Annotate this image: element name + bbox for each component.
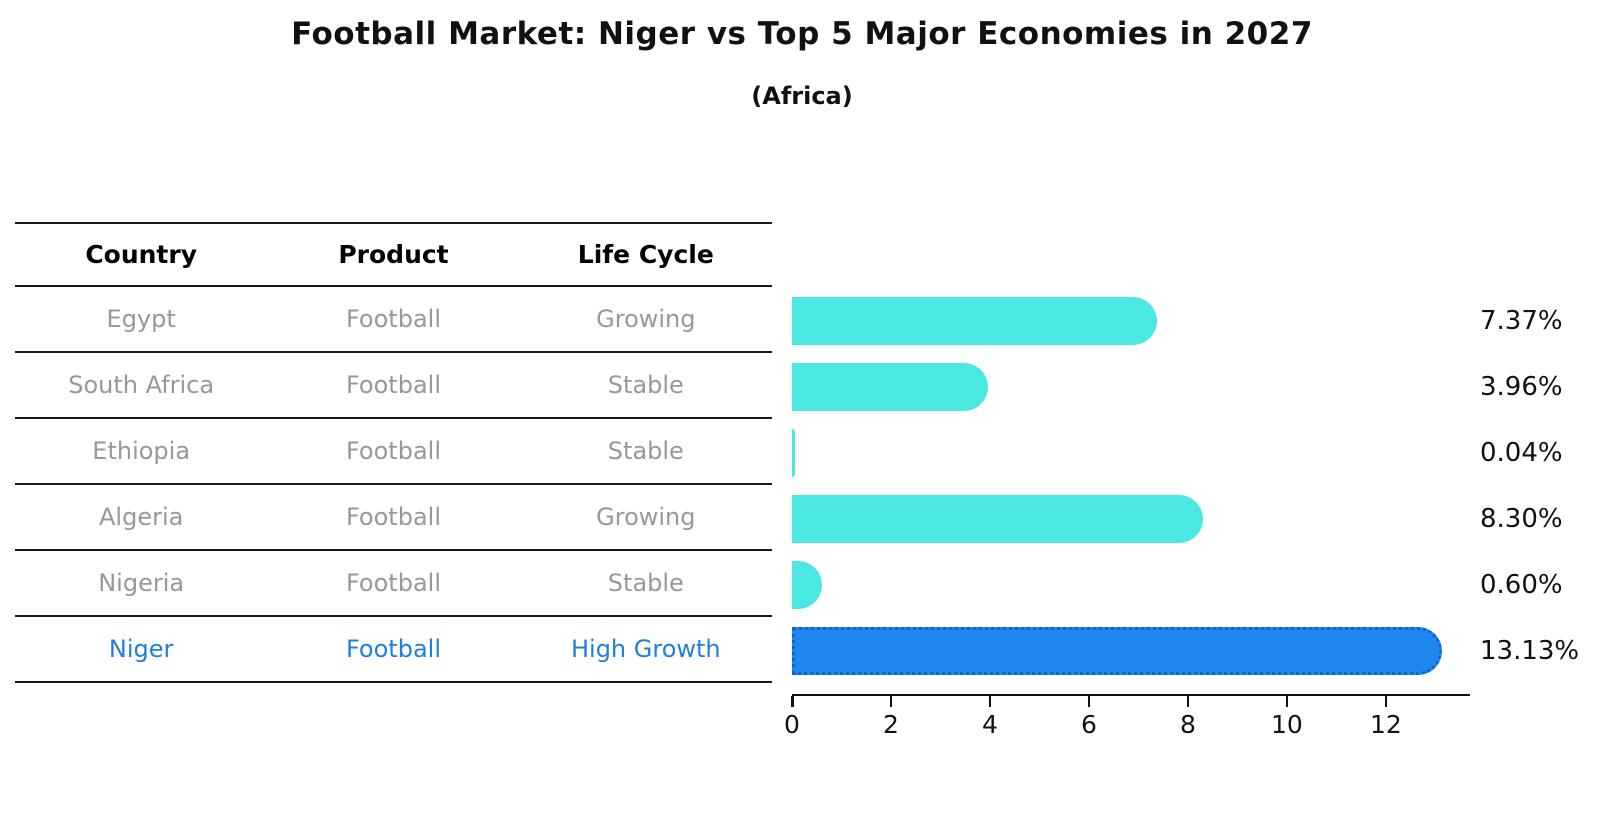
table-row: South Africa Football Stable <box>15 353 772 419</box>
x-tick-label: 6 <box>1080 710 1097 739</box>
table-cell-country: Niger <box>108 635 174 663</box>
table-cell-product: Football <box>345 635 441 663</box>
table-cell-life-cycle: Growing <box>596 305 696 333</box>
bar-value-label: 13.13% <box>1480 636 1580 666</box>
bar-niger-highlighted <box>792 627 1442 675</box>
country-table: Country Product Life Cycle Egypt Football… <box>15 222 772 683</box>
x-tick-label: 4 <box>982 710 998 739</box>
bar-value-label: 0.60% <box>1480 570 1563 600</box>
table-cell-country: Algeria <box>99 503 184 531</box>
bar-value-label: 3.96% <box>1480 372 1563 402</box>
column-header-product: Product <box>338 240 449 269</box>
bar-value-label: 7.37% <box>1480 306 1563 336</box>
bar-value-label: 0.04% <box>1480 438 1563 468</box>
table-cell-product: Football <box>345 305 441 333</box>
table-cell-product: Football <box>345 371 441 399</box>
bar-value-label: 8.30% <box>1480 504 1563 534</box>
x-tick-mark <box>791 696 794 707</box>
value-label-column: 7.37% 3.96% 0.04% 8.30% 0.60% 13.13% <box>1480 288 1600 684</box>
table-cell-country: Ethiopia <box>92 437 191 465</box>
bar-south-africa <box>792 363 988 411</box>
table-cell-country: South Africa <box>68 371 215 399</box>
bar-nigeria <box>792 561 822 609</box>
x-tick-label: 10 <box>1270 710 1303 739</box>
table-cell-product: Football <box>345 437 441 465</box>
bar-row <box>792 288 1470 354</box>
table-row: Niger Football High Growth <box>15 617 772 683</box>
x-tick-mark <box>1087 696 1091 707</box>
bar-row <box>792 486 1470 552</box>
table-cell-life-cycle: Growing <box>596 503 696 531</box>
bar-row <box>792 420 1470 486</box>
x-tick-mark <box>889 696 893 707</box>
table-cell-life-cycle: Stable <box>607 569 684 597</box>
x-tick-label: 0 <box>784 710 800 739</box>
bar-algeria <box>792 495 1203 543</box>
table-row: Egypt Football Growing <box>15 287 772 353</box>
column-header-country: Country <box>85 240 198 269</box>
column-header-life-cycle: Life Cycle <box>577 240 714 269</box>
table-cell-life-cycle: Stable <box>607 437 684 465</box>
table-row: Algeria Football Growing <box>15 485 772 551</box>
table-body: Egypt Football Growing South Africa Football… <box>15 287 772 683</box>
table-header-row: Country Product Life Cycle <box>15 222 772 287</box>
x-tick-label: 8 <box>1179 710 1196 739</box>
bar-plot-area <box>792 288 1470 684</box>
x-tick-label: 12 <box>1369 710 1402 739</box>
table-row: Nigeria Football Stable <box>15 551 772 617</box>
table-cell-life-cycle: High Growth <box>570 635 721 663</box>
table-cell-life-cycle: Stable <box>607 371 684 399</box>
bar-row <box>792 354 1470 420</box>
bar-row <box>792 552 1470 618</box>
x-tick-mark <box>1186 696 1190 707</box>
table-cell-product: Football <box>345 569 441 597</box>
x-tick-mark <box>988 696 992 707</box>
table-row: Ethiopia Football Stable <box>15 419 772 485</box>
table-cell-country: Egypt <box>106 305 176 333</box>
bar-ethiopia <box>792 429 795 477</box>
x-tick-mark <box>1285 696 1289 707</box>
chart-subtitle: (Africa) <box>751 82 853 110</box>
x-tick-label: 2 <box>883 710 899 739</box>
bar-egypt <box>792 297 1157 345</box>
table-cell-product: Football <box>345 503 441 531</box>
chart-title: Football Market: Niger vs Top 5 Major Ec… <box>291 16 1313 52</box>
bar-row <box>792 618 1470 684</box>
table-cell-country: Nigeria <box>98 569 185 597</box>
x-axis: 0 2 4 6 8 10 12 <box>784 694 1470 744</box>
x-tick-mark <box>1384 696 1388 707</box>
